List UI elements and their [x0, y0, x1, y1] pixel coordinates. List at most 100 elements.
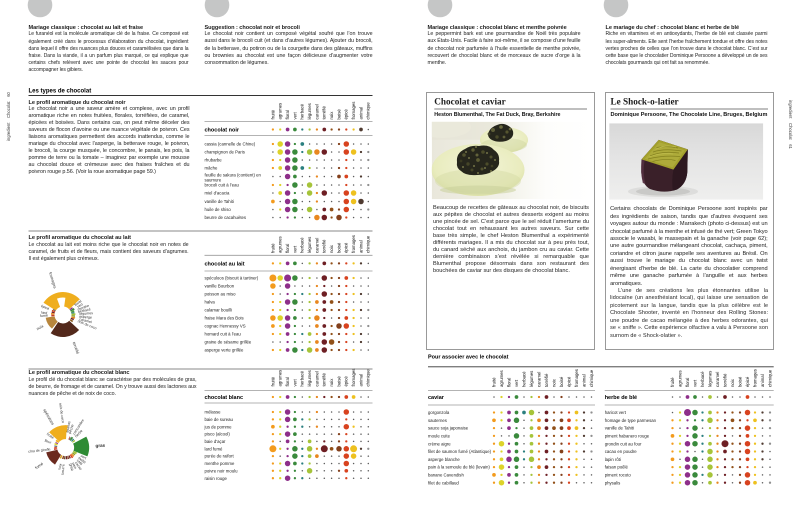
- svg-text:chimique: chimique: [366, 369, 371, 387]
- svg-text:chocolat noir: chocolat noir: [205, 127, 240, 133]
- svg-text:vert: vert: [292, 112, 297, 120]
- svg-text:fromages: fromages: [351, 235, 356, 253]
- svg-text:vanille de Tahiti: vanille de Tahiti: [205, 199, 234, 204]
- svg-text:caramel: caramel: [314, 104, 319, 119]
- svg-text:menthe: menthe: [77, 304, 90, 312]
- svg-text:pisco (alcool): pisco (alcool): [205, 432, 231, 437]
- svg-text:agrumes: agrumes: [278, 370, 283, 387]
- svg-text:miel d’acacia: miel d’acacia: [205, 191, 230, 196]
- svg-text:torréfié: torréfié: [322, 106, 327, 120]
- svg-text:fruité: fruité: [491, 377, 496, 387]
- svg-text:sauternes: sauternes: [428, 418, 447, 423]
- svg-text:asperge blanche: asperge blanche: [428, 457, 460, 462]
- svg-text:fraise Mara des Bois: fraise Mara des Bois: [205, 316, 244, 321]
- svg-text:champignon de Paris: champignon de Paris: [205, 150, 245, 155]
- svg-text:halva: halva: [205, 300, 216, 305]
- svg-text:fruité: fruité: [270, 376, 275, 386]
- svg-text:animal: animal: [358, 374, 363, 387]
- svg-text:animal: animal: [358, 107, 363, 120]
- svg-text:chimique: chimique: [767, 369, 772, 387]
- svg-text:chocolat au lait: chocolat au lait: [205, 261, 245, 267]
- svg-text:boisé: boisé: [559, 376, 564, 387]
- svg-text:Dominique Persoone, The Chocol: Dominique Persoone, The Chocolate Line, …: [611, 112, 768, 118]
- svg-text:légumes: légumes: [79, 311, 93, 316]
- svg-text:ananas: ananas: [65, 421, 71, 434]
- svg-text:cognac Hennessy VS: cognac Hennessy VS: [205, 324, 246, 329]
- svg-text:boisé: boisé: [737, 376, 742, 387]
- svg-text:chocolat blanc: chocolat blanc: [205, 395, 244, 401]
- svg-text:noix: noix: [35, 323, 44, 331]
- svg-text:vert: vert: [692, 379, 697, 387]
- svg-text:asperge verte grillée: asperge verte grillée: [205, 348, 245, 353]
- svg-text:grillé: grillé: [68, 463, 74, 471]
- svg-text:baie d’açaï: baie d’açaï: [205, 439, 227, 444]
- svg-text:agrumes: agrumes: [499, 370, 504, 387]
- svg-text:beurre de cacahuètes: beurre de cacahuètes: [205, 215, 247, 220]
- svg-text:épicé: épicé: [344, 242, 349, 253]
- svg-text:fromage de type parmesan: fromage de type parmesan: [605, 418, 657, 423]
- svg-text:boisé: boisé: [336, 376, 341, 387]
- svg-text:homard cuit à l’eau: homard cuit à l’eau: [205, 332, 242, 337]
- svg-text:fumé: fumé: [34, 461, 45, 471]
- svg-text:baie de sureau: baie de sureau: [205, 417, 234, 422]
- svg-text:piment rocoto: piment rocoto: [605, 473, 632, 478]
- svg-text:Chocolat et caviar: Chocolat et caviar: [434, 97, 505, 107]
- svg-text:banane Cavendish: banane Cavendish: [428, 473, 464, 478]
- svg-text:fleur: fleur: [44, 439, 53, 445]
- svg-text:noix: noix: [730, 378, 735, 387]
- svg-text:caramel: caramel: [79, 317, 93, 324]
- svg-text:grondin cuit au four: grondin cuit au four: [605, 441, 642, 446]
- svg-text:fromages: fromages: [752, 369, 757, 387]
- svg-text:caviar: caviar: [428, 395, 445, 401]
- svg-text:agrumes: agrumes: [278, 236, 283, 253]
- svg-text:cacao en poudre: cacao en poudre: [605, 449, 638, 454]
- svg-text:chimique: chimique: [589, 369, 594, 387]
- svg-text:légumes: légumes: [707, 371, 712, 387]
- svg-text:pain: pain: [71, 462, 77, 470]
- svg-text:lapin rôti: lapin rôti: [605, 457, 621, 462]
- svg-text:haricot vert: haricot vert: [605, 410, 627, 415]
- svg-text:herbacé: herbacé: [300, 370, 305, 386]
- svg-text:floral: floral: [74, 299, 83, 307]
- svg-text:noix de coco: noix de coco: [58, 403, 65, 424]
- svg-text:Pour associer avec le chocolat: Pour associer avec le chocolat: [428, 355, 509, 361]
- svg-text:spéculoos (biscuit à tartiner): spéculoos (biscuit à tartiner): [205, 276, 259, 281]
- svg-text:pain à la semoule de blé (leva: pain à la semoule de blé (levain): [428, 465, 490, 470]
- svg-text:feuille de sakura (contient) e: feuille de sakura (contient) en: [205, 173, 262, 178]
- svg-text:physalis: physalis: [605, 480, 621, 485]
- svg-text:chimique: chimique: [366, 235, 371, 253]
- svg-text:boisé: boisé: [336, 109, 341, 120]
- svg-text:herbacé: herbacé: [521, 371, 526, 387]
- svg-text:fromages: fromages: [351, 102, 356, 120]
- svg-text:mélasse: mélasse: [205, 410, 222, 415]
- svg-text:filet de saumon fumé (Atlantiq: filet de saumon fumé (Atlantique): [428, 449, 492, 454]
- svg-text:torréfié: torréfié: [322, 239, 327, 253]
- svg-text:ingredient Chocolat 61: ingredient Chocolat 61: [788, 100, 793, 150]
- svg-text:fumé: fumé: [40, 314, 48, 318]
- svg-text:agrumes: agrumes: [278, 103, 283, 120]
- svg-text:rhubarbe: rhubarbe: [205, 158, 223, 163]
- svg-text:agrumes: agrumes: [677, 370, 682, 387]
- svg-text:chimique: chimique: [366, 102, 371, 120]
- svg-text:légumes: légumes: [529, 371, 534, 387]
- svg-text:fromages: fromages: [351, 369, 356, 387]
- svg-text:épicé: épicé: [40, 304, 49, 311]
- svg-text:légumes: légumes: [307, 103, 312, 119]
- svg-text:légumes: légumes: [307, 237, 312, 253]
- svg-text:légumes: légumes: [307, 370, 312, 386]
- svg-text:herbacé: herbacé: [78, 307, 92, 314]
- svg-text:fromages: fromages: [574, 369, 579, 387]
- svg-text:torréfié: torréfié: [544, 373, 549, 387]
- svg-text:vert: vert: [76, 302, 83, 308]
- svg-text:animal: animal: [581, 374, 586, 387]
- svg-text:torréfié: torréfié: [722, 373, 727, 387]
- svg-text:spéculoos: spéculoos: [42, 408, 55, 426]
- svg-text:menthe pomme: menthe pomme: [205, 461, 235, 466]
- svg-text:noix: noix: [329, 111, 334, 120]
- svg-text:huile de shiso: huile de shiso: [205, 207, 232, 212]
- svg-text:herbacé: herbacé: [700, 371, 705, 387]
- svg-text:saumure: saumure: [205, 177, 222, 182]
- svg-text:fruité: fruité: [270, 109, 275, 119]
- svg-text:brocoli cuit à l’eau: brocoli cuit à l’eau: [205, 183, 240, 188]
- svg-text:sauce soja japonaise: sauce soja japonaise: [428, 426, 469, 431]
